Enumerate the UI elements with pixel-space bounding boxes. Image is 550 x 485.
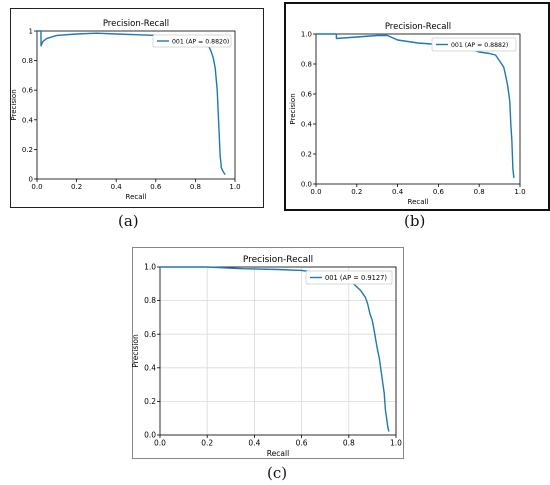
pr-chart-a: Precision-Recall 0.0 0.2 0.4 0.6 0.8 1.0 0 0.2 0.… — [10, 19, 240, 201]
x-tick-label: 0.8 — [343, 439, 355, 448]
x-tick-label: 0.0 — [154, 439, 166, 448]
y-axis-label: Precision — [10, 89, 18, 120]
x-axis-label: Recall — [267, 449, 289, 458]
caption-a: (a) — [118, 212, 139, 230]
series-line — [160, 266, 390, 432]
y-axis-label: Precision — [131, 334, 140, 368]
legend-label: 001 (AP = 0.8820) — [172, 38, 229, 45]
y-tick-label: 0.0 — [144, 431, 156, 440]
y-tick-label: 1.0 — [144, 263, 156, 272]
x-tick-label: 0.4 — [248, 439, 260, 448]
x-tick-label: 1.0 — [514, 188, 525, 196]
y-tick-label: 1 — [29, 27, 33, 35]
x-tick-label: 0.4 — [111, 183, 123, 191]
x-tick-label: 0.2 — [201, 439, 213, 448]
x-tick-label: 0.0 — [310, 188, 321, 196]
y-tick-label: 1.0 — [301, 30, 312, 38]
chart-title: Precision-Recall — [243, 255, 313, 265]
x-tick-label: 0.2 — [351, 188, 362, 196]
y-tick-label: 0.6 — [22, 87, 34, 95]
y-tick-label: 0.8 — [144, 296, 156, 305]
chart-panel-b: Precision-Recall 0.0 0.2 0.4 0.6 0.8 1.0 0.0 0.2… — [284, 2, 550, 211]
legend-label: 001 (AP = 0.9127) — [325, 274, 387, 282]
x-tick-label: 0.4 — [392, 188, 404, 196]
y-tick-label: 0.2 — [144, 397, 156, 406]
legend-box — [305, 270, 393, 285]
y-tick-label: 0.0 — [301, 180, 312, 188]
y-tick-label: 0.4 — [301, 120, 313, 128]
x-tick-label: 0.0 — [31, 183, 42, 191]
legend-box — [431, 37, 517, 52]
x-tick-label: 0.6 — [296, 439, 308, 448]
y-tick-label: 0.8 — [22, 57, 33, 65]
x-tick-label: 1.0 — [229, 183, 240, 191]
legend-box — [152, 34, 232, 48]
chart-panel-c: Precision-Recall 0.0 0.2 0.4 0.6 0.8 1.0 0.0 0.2… — [131, 247, 404, 459]
y-tick-label: 0 — [29, 175, 33, 183]
x-tick-label: 1.0 — [390, 439, 402, 448]
y-tick-label: 0.2 — [22, 146, 33, 154]
series-line — [37, 30, 226, 175]
y-axis-label: Precision — [289, 93, 297, 124]
x-axis-label: Recall — [126, 193, 147, 201]
x-axis-label: Recall — [408, 198, 429, 206]
x-tick-label: 0.6 — [433, 188, 445, 196]
plot-frame — [315, 33, 521, 185]
y-tick-label: 0.6 — [301, 90, 313, 98]
pr-chart-b: Precision-Recall 0.0 0.2 0.4 0.6 0.8 1.0 0.0 0.2… — [289, 22, 525, 206]
x-tick-label: 0.2 — [71, 183, 82, 191]
plot-frame — [36, 30, 236, 180]
plot-frame — [159, 266, 397, 436]
x-tick-label: 0.8 — [474, 188, 485, 196]
y-tick-label: 0.6 — [144, 330, 156, 339]
y-tick-label: 0.4 — [22, 116, 34, 124]
y-tick-label: 0.8 — [301, 60, 312, 68]
chart-title: Precision-Recall — [385, 22, 451, 32]
series-line — [316, 33, 515, 179]
y-tick-label: 0.4 — [144, 363, 156, 372]
pr-chart-c: Precision-Recall 0.0 0.2 0.4 0.6 0.8 1.0 0.0 0.2… — [131, 255, 402, 458]
chart-title: Precision-Recall — [103, 19, 169, 29]
caption-c: (c) — [267, 464, 288, 482]
legend-label: 001 (AP = 0.8882) — [451, 42, 508, 49]
y-tick-label: 0.2 — [301, 150, 312, 158]
x-tick-label: 0.8 — [190, 183, 201, 191]
chart-panel-a: Precision-Recall 0.0 0.2 0.4 0.6 0.8 1.0 0 0.2 0.… — [10, 8, 264, 208]
caption-b: (b) — [404, 212, 426, 230]
x-tick-label: 0.6 — [150, 183, 162, 191]
